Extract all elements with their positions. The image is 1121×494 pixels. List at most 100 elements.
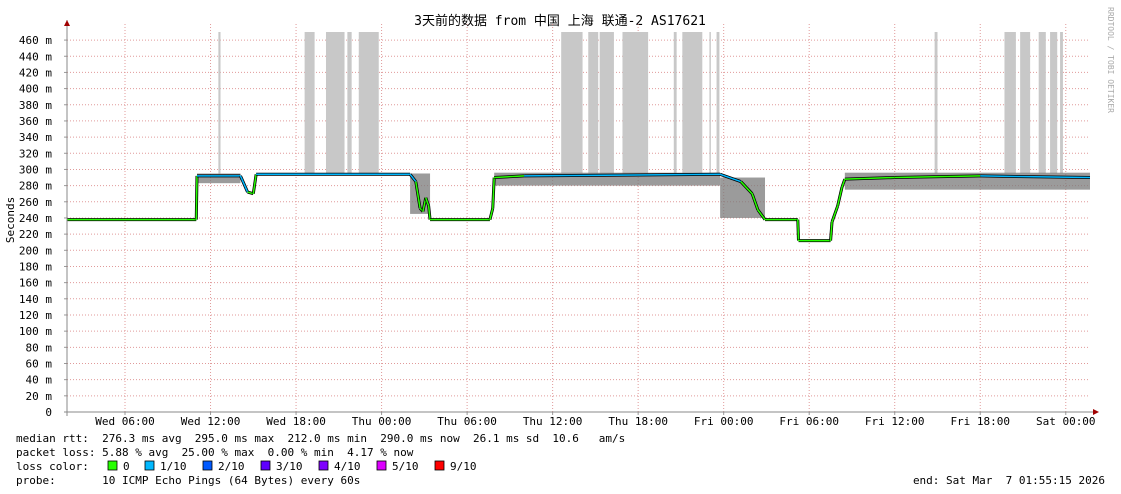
legend-label: 4/10 (334, 460, 361, 473)
y-tick-label: 460 m (19, 34, 52, 47)
loss-smoke (304, 32, 315, 174)
loss-smoke (716, 32, 720, 174)
spread-band (196, 173, 241, 184)
median-line (829, 221, 833, 241)
legend-label: 1/10 (160, 460, 187, 473)
loss-smoke (682, 32, 703, 174)
legend-label: 0 (123, 460, 130, 473)
median-line (415, 181, 421, 209)
x-tick-label: Thu 06:00 (437, 415, 497, 428)
legend-swatch (260, 460, 271, 471)
median-line (492, 177, 495, 209)
y-tick-label: 320 m (19, 147, 52, 160)
probe-info: probe: 10 ICMP Echo Pings (64 Bytes) eve… (16, 474, 360, 487)
x-tick-label: Sat 00:00 (1036, 415, 1096, 428)
legend-swatch (107, 460, 118, 471)
median-line (252, 174, 257, 194)
median-line (740, 181, 753, 195)
loss-smoke (218, 32, 221, 174)
median-line (841, 178, 846, 188)
axis-arrow (64, 20, 70, 26)
legend-label: 3/10 (276, 460, 303, 473)
median-line (836, 187, 843, 206)
loss-smoke (622, 32, 649, 174)
stats-line: packet loss: 5.88 % avg 25.00 % max 0.00… (16, 446, 414, 459)
y-axis-label: Seconds (4, 197, 17, 243)
x-tick-label: Fri 18:00 (950, 415, 1010, 428)
y-tick-label: 360 m (19, 115, 52, 128)
loss-smoke (325, 32, 345, 174)
x-tick-label: Thu 18:00 (608, 415, 668, 428)
median-line (195, 175, 198, 220)
median-line (719, 173, 742, 183)
median-line (894, 175, 981, 179)
y-tick-label: 140 m (19, 293, 52, 306)
median-line (409, 173, 417, 183)
loss-smoke (934, 32, 938, 174)
y-tick-label: 380 m (19, 99, 52, 112)
median-line (757, 209, 766, 221)
loss-smoke (709, 32, 711, 174)
y-tick-label: 220 m (19, 228, 52, 241)
median-line (494, 175, 525, 179)
y-tick-label: 280 m (19, 180, 52, 193)
y-tick-label: 40 m (26, 374, 53, 387)
legend-label: 9/10 (450, 460, 477, 473)
loss-smoke (588, 32, 599, 174)
median-line (797, 219, 800, 241)
loss-smoke (561, 32, 583, 174)
y-tick-label: 260 m (19, 196, 52, 209)
loss-smoke (1038, 32, 1046, 174)
x-tick-label: Wed 06:00 (95, 415, 155, 428)
x-tick-label: Thu 00:00 (352, 415, 412, 428)
y-tick-label: 440 m (19, 50, 52, 63)
legend-label: 2/10 (218, 460, 245, 473)
y-tick-label: 100 m (19, 325, 52, 338)
y-tick-label: 20 m (26, 390, 53, 403)
y-tick-label: 0 (45, 406, 52, 419)
legend-title: loss color: (16, 460, 89, 473)
y-tick-label: 420 m (19, 66, 52, 79)
y-tick-label: 180 m (19, 260, 52, 273)
x-tick-label: Wed 12:00 (181, 415, 241, 428)
y-tick-label: 400 m (19, 83, 52, 96)
y-tick-label: 300 m (19, 163, 52, 176)
x-tick-label: Fri 06:00 (779, 415, 839, 428)
stats-line: median rtt: 276.3 ms avg 295.0 ms max 21… (16, 432, 625, 445)
loss-smoke (673, 32, 677, 174)
legend-swatch (376, 460, 387, 471)
y-tick-label: 60 m (26, 357, 53, 370)
loss-smoke (599, 32, 614, 174)
y-tick-label: 200 m (19, 244, 52, 257)
median-line (831, 205, 839, 223)
loss-smoke (347, 32, 352, 174)
loss-smoke (1004, 32, 1016, 174)
median-line (524, 173, 721, 177)
y-tick-label: 120 m (19, 309, 52, 322)
x-tick-label: Wed 18:00 (266, 415, 326, 428)
median-line (427, 205, 431, 220)
loss-smoke (1020, 32, 1031, 174)
x-tick-label: Fri 12:00 (865, 415, 925, 428)
legend-swatch (144, 460, 155, 471)
median-line (980, 175, 1091, 179)
y-tick-label: 340 m (19, 131, 52, 144)
watermark: RRDTOOL / TOBI OETIKER (1106, 7, 1115, 113)
y-tick-label: 80 m (26, 341, 53, 354)
y-tick-label: 240 m (19, 212, 52, 225)
x-tick-label: Fri 00:00 (694, 415, 754, 428)
median-line (239, 175, 249, 193)
end-time: end: Sat Mar 7 01:55:15 2026 (913, 474, 1105, 487)
axis-arrow (1093, 409, 1099, 415)
legend-swatch (202, 460, 213, 471)
loss-smoke (1060, 32, 1063, 174)
legend-label: 5/10 (392, 460, 419, 473)
y-tick-label: 160 m (19, 277, 52, 290)
legend-swatch (434, 460, 445, 471)
legend-swatch (318, 460, 329, 471)
chart-title: 3天前的数据 from 中国 上海 联通-2 AS17621 (414, 13, 706, 29)
loss-smoke (1050, 32, 1058, 174)
x-tick-label: Thu 12:00 (523, 415, 583, 428)
median-line (489, 208, 494, 220)
